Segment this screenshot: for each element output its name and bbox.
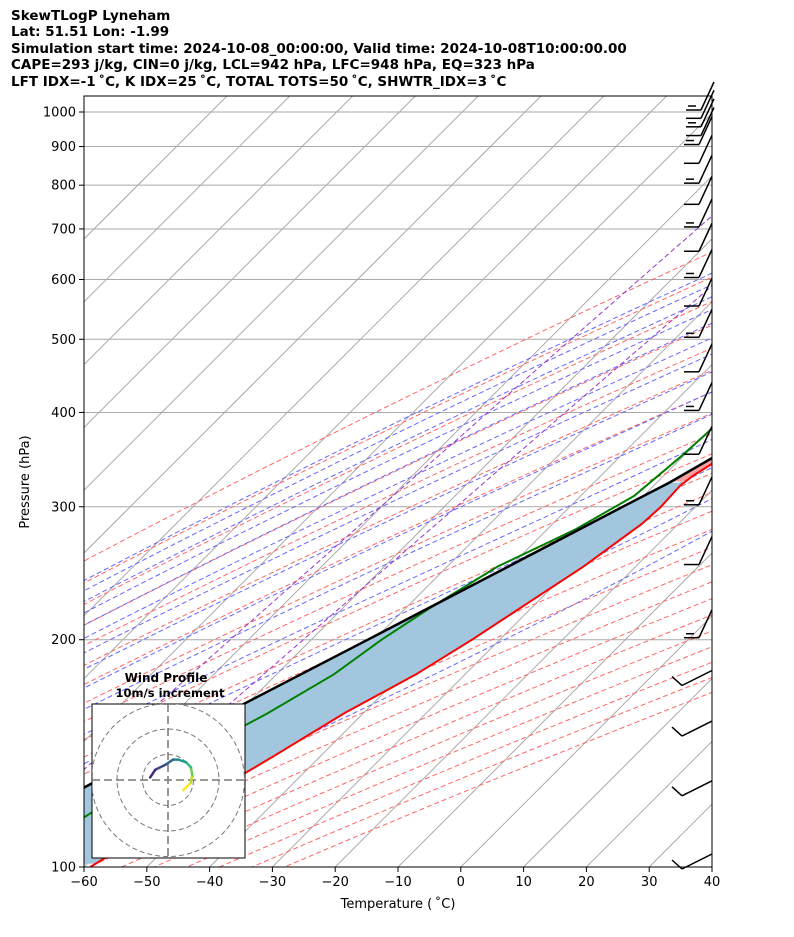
wind-barb <box>684 116 713 146</box>
time-line: Simulation start time: 2024-10-08_00:00:… <box>11 40 627 57</box>
isotherm-gridline <box>523 677 712 867</box>
wind-barb <box>684 154 713 184</box>
dry-adiabat <box>84 510 712 792</box>
hodograph-ring <box>92 704 245 857</box>
wind-barb <box>684 249 713 279</box>
hodograph-trace-segment <box>182 781 193 792</box>
y-tick-label: 800 <box>51 179 76 194</box>
isotherm-gridline <box>84 96 416 429</box>
wind-barb <box>684 536 713 566</box>
indices-line-2: LFT IDX=-1 ˚C, K IDX=25 ˚C, TOTAL TOTS=5… <box>11 73 507 90</box>
indices-line: CAPE=293 j/kg, CIN=0 j/kg, LCL=942 hPa, … <box>11 57 535 74</box>
x-tick-label: 40 <box>704 875 721 890</box>
moist-adiabat <box>84 353 712 654</box>
moist-adiabat <box>84 272 712 582</box>
dry-adiabat <box>219 661 712 867</box>
moist-adiabat <box>84 391 712 689</box>
chart-header: SkewTLogP Lyneham Lat: 51.51 Lon: -1.99 … <box>11 8 627 90</box>
isotherm-gridline <box>84 96 542 554</box>
x-tick-label: −20 <box>321 875 348 890</box>
dry-adiabat <box>84 412 712 704</box>
wind-barb <box>671 780 713 797</box>
wind-barb <box>684 176 713 206</box>
parcel-path <box>84 456 712 789</box>
x-tick-label: −60 <box>70 875 97 890</box>
isotherm-gridline <box>775 96 794 867</box>
wind-barb <box>684 277 713 307</box>
isotherm-gridline <box>84 96 479 491</box>
isotherm-gridline <box>586 740 712 867</box>
wind-barb <box>684 382 713 412</box>
hodograph-trace-segment <box>189 773 194 784</box>
y-tick-label: 900 <box>51 140 76 155</box>
dry-adiabat <box>84 433 712 723</box>
wind-barb <box>684 343 713 373</box>
wind-barb <box>684 609 713 639</box>
isotherm-gridline <box>84 96 667 680</box>
chart-title: SkewTLogP Lyneham <box>11 8 171 24</box>
dry-adiabat <box>251 676 712 867</box>
moist-adiabat <box>84 438 712 735</box>
temperature-profile <box>89 462 712 867</box>
y-tick-label: 500 <box>51 333 76 348</box>
y-tick-label: 100 <box>51 861 76 876</box>
x-tick-label: 10 <box>515 875 532 890</box>
x-tick-label: −40 <box>196 875 223 890</box>
isotherm-gridline <box>209 363 712 867</box>
y-axis-label: Pressure (hPa) <box>18 435 33 528</box>
x-tick-label: 30 <box>641 875 658 890</box>
y-tick-label: 1000 <box>43 105 76 120</box>
x-axis-label: Temperature ( ˚C) <box>340 896 456 912</box>
isotherm-gridline <box>334 489 712 867</box>
isotherm-gridline <box>84 112 712 743</box>
y-tick-label: 200 <box>51 633 76 648</box>
isotherm-gridline <box>84 96 353 366</box>
wind-barb <box>684 222 713 252</box>
location-line: Lat: 51.51 Lon: -1.99 <box>11 24 170 41</box>
x-tick-label: 20 <box>578 875 595 890</box>
isotherm-gridline <box>84 96 605 617</box>
wind-barb <box>684 476 713 506</box>
mixing-ratio-line <box>84 215 712 771</box>
dry-adiabat <box>84 369 712 666</box>
hodograph-trace-segment <box>164 758 175 766</box>
y-tick-label: 300 <box>51 500 76 515</box>
moist-adiabat <box>84 284 712 592</box>
dry-adiabat <box>84 324 712 626</box>
hodograph-trace-segment <box>189 766 194 777</box>
isotherm-gridline <box>84 96 228 240</box>
isotherm-gridline <box>460 615 712 867</box>
y-tick-label: 400 <box>51 406 76 421</box>
x-tick-label: −10 <box>384 875 411 890</box>
moist-adiabat <box>84 413 712 710</box>
hodograph-trace-segment <box>176 758 188 764</box>
y-tick-label: 700 <box>51 222 76 237</box>
isotherm-gridline <box>711 866 712 867</box>
dry-adiabat <box>84 453 712 741</box>
x-tick-label: 0 <box>457 875 465 890</box>
x-tick-label: −30 <box>259 875 286 890</box>
wind-barb <box>684 134 713 165</box>
dry-adiabat <box>284 691 712 867</box>
dry-adiabat <box>84 300 712 606</box>
isotherm-gridline <box>397 552 712 867</box>
wind-barb <box>684 198 713 228</box>
isotherm-gridline <box>84 96 291 303</box>
wind-barb <box>671 720 713 737</box>
wind-barb <box>684 425 713 455</box>
dewpoint-profile <box>84 427 712 819</box>
wind-barb <box>671 669 713 687</box>
y-tick-label: 600 <box>51 273 76 288</box>
hodograph-title: Wind Profile <box>125 671 208 685</box>
wind-barb <box>686 89 715 120</box>
isotherm-gridline <box>272 426 712 867</box>
hodograph-trace-segment <box>154 763 167 772</box>
hodograph-subtitle: 10m/s increment <box>116 686 225 700</box>
mixing-ratio-line <box>84 285 712 832</box>
wind-barb <box>684 308 713 339</box>
dry-adiabat <box>84 546 712 824</box>
hodograph-trace-segment <box>148 768 157 779</box>
x-tick-label: −50 <box>133 875 160 890</box>
